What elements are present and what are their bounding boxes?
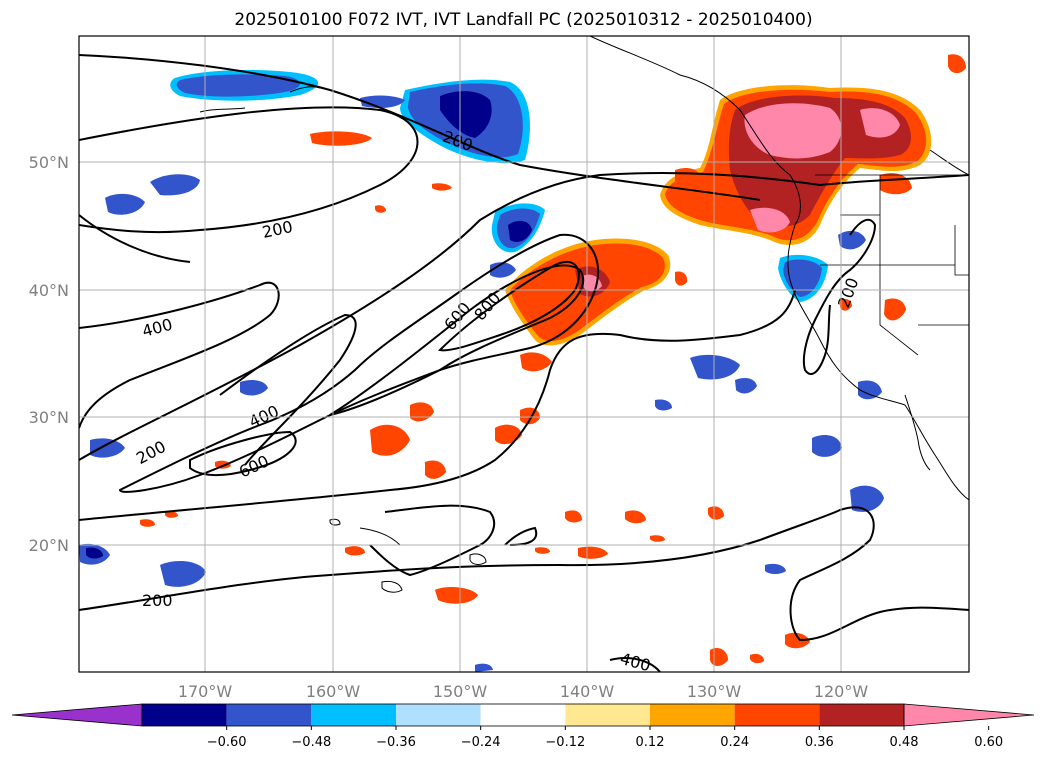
colorbar-tick-label: −0.12: [545, 735, 585, 750]
gridlines: [79, 36, 969, 672]
colorbar-segment: [142, 704, 227, 726]
colorbar-extension-high: [903, 703, 1035, 727]
contour-label-400-c: 400: [618, 649, 652, 675]
lon-label-140w: 140°W: [560, 682, 615, 701]
colorbar-segment: [650, 704, 735, 726]
lon-label-130w: 130°W: [687, 682, 742, 701]
lon-label-120w: 120°W: [814, 682, 869, 701]
colorbar-segment: [226, 704, 312, 726]
colorbar-tick-label: −0.48: [291, 735, 331, 750]
map-frame: [78, 35, 970, 673]
coastlines: [199, 36, 969, 593]
lon-label-170w: 170°W: [178, 682, 233, 701]
colorbar-segment: [396, 704, 481, 726]
longitude-labels: 170°W 160°W 150°W 140°W 130°W 120°W: [178, 682, 869, 701]
colorbar-tick-label: −0.24: [461, 735, 501, 750]
colorbar-frame: [141, 703, 905, 727]
political-borders: [815, 174, 969, 356]
contour-label-200-d: 200: [142, 591, 173, 610]
lon-label-160w: 160°W: [306, 682, 361, 701]
colorbar-tick-label: 0.24: [720, 735, 749, 750]
colorbar-tick-label: 0.36: [805, 735, 834, 750]
colorbar-ticks: −0.60 −0.48 −0.36 −0.24 −0.12 0.12 0.24 0.36 0.4…: [207, 726, 1003, 750]
lat-label-40n: 40°N: [29, 281, 69, 300]
colorbar-tick-label: 0.48: [890, 735, 919, 750]
colorbar-segment: [565, 704, 650, 726]
lat-label-20n: 20°N: [29, 536, 69, 555]
anomaly-shading: [79, 54, 966, 672]
colorbar-segment: [819, 704, 904, 726]
negative-areas: [79, 70, 884, 672]
colorbar-tick-label: 0.60: [974, 735, 1003, 750]
lon-label-150w: 150°W: [433, 682, 488, 701]
lat-label-50n: 50°N: [29, 153, 69, 172]
ivt-contours: [79, 54, 969, 672]
map-title: 2025010100 F072 IVT, IVT Landfall PC (20…: [234, 10, 813, 30]
colorbar-tick-label: −0.36: [376, 735, 416, 750]
colorbar-tick-label: −0.60: [207, 735, 247, 750]
colorbar-extension-low: [11, 703, 143, 727]
lat-label-30n: 30°N: [29, 408, 69, 427]
colorbar-segment: [480, 704, 566, 726]
colorbar-segment: [311, 704, 396, 726]
colorbar-tick-label: 0.12: [636, 735, 665, 750]
colorbar: −0.60 −0.48 −0.36 −0.24 −0.12 0.12 0.24 0.36 0.4…: [11, 703, 1035, 750]
latitude-labels: 50°N 40°N 30°N 20°N: [29, 153, 69, 555]
colorbar-segment: [734, 704, 820, 726]
colorbar-segments: [11, 703, 1035, 727]
